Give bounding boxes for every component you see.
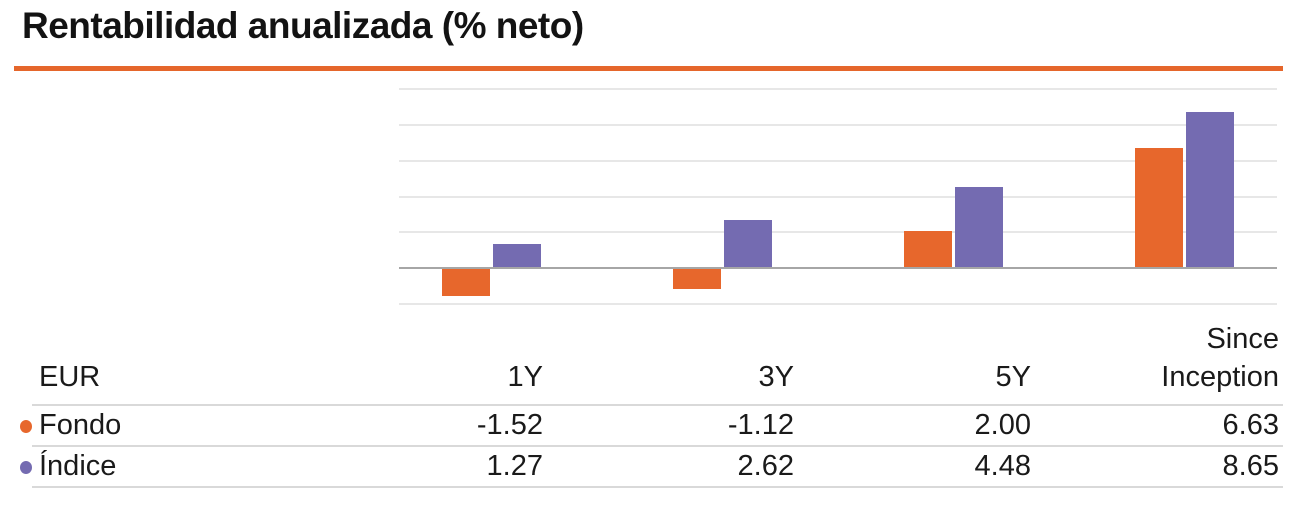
bar-fondo-3y [673,269,721,289]
fondo-value-1y: -1.52 [290,405,547,447]
gridline-10 [399,88,1277,90]
page-title: Rentabilidad anualizada (% neto) [22,5,584,46]
indice-value-5y: 4.48 [798,446,1035,488]
performance-table: EUR 1Y 3Y 5Y Since Inception Fondo -1.52… [14,320,1283,488]
table-row-fondo: Fondo -1.52 -1.12 2.00 6.63 [14,405,1283,447]
x-axis-zero-line [399,267,1277,269]
bar-fondo-1y [442,269,490,296]
indice-legend-cell [14,446,32,487]
gridline-2 [399,231,1277,233]
column-header-3y: 3Y [547,320,798,406]
bar-fondo-5y [904,231,952,267]
legend-marker-column [14,320,32,405]
gridline-6 [399,160,1277,162]
indice-value-3y: 2.62 [547,446,798,488]
fondo-value-since-inception: 6.63 [1035,405,1283,447]
bar-indice-1y [493,244,541,267]
currency-header: EUR [32,320,290,406]
fondo-legend-cell [14,405,32,446]
column-header-1y: 1Y [290,320,547,406]
indice-legend-dot-icon [20,460,32,474]
fondo-value-3y: -1.12 [547,405,798,447]
table-header-row: EUR 1Y 3Y 5Y Since Inception [14,320,1283,406]
bar-indice-since-inception [1186,112,1234,267]
gridline--2 [399,303,1277,305]
annualized-returns-bar-chart [399,88,1277,305]
table-row-indice: Índice 1.27 2.62 4.48 8.65 [14,446,1283,488]
fondo-row-label: Fondo [32,405,290,447]
column-header-since-inception: Since Inception [1035,320,1283,406]
title-divider [14,66,1283,71]
gridline-8 [399,124,1277,126]
gridline-4 [399,196,1277,198]
indice-row-label: Índice [32,446,290,488]
fondo-value-5y: 2.00 [798,405,1035,447]
indice-value-since-inception: 8.65 [1035,446,1283,488]
column-header-5y: 5Y [798,320,1035,406]
bar-indice-5y [955,187,1003,267]
fondo-legend-dot-icon [20,419,32,433]
bar-indice-3y [724,220,772,267]
bar-fondo-since-inception [1135,148,1183,267]
indice-value-1y: 1.27 [290,446,547,488]
